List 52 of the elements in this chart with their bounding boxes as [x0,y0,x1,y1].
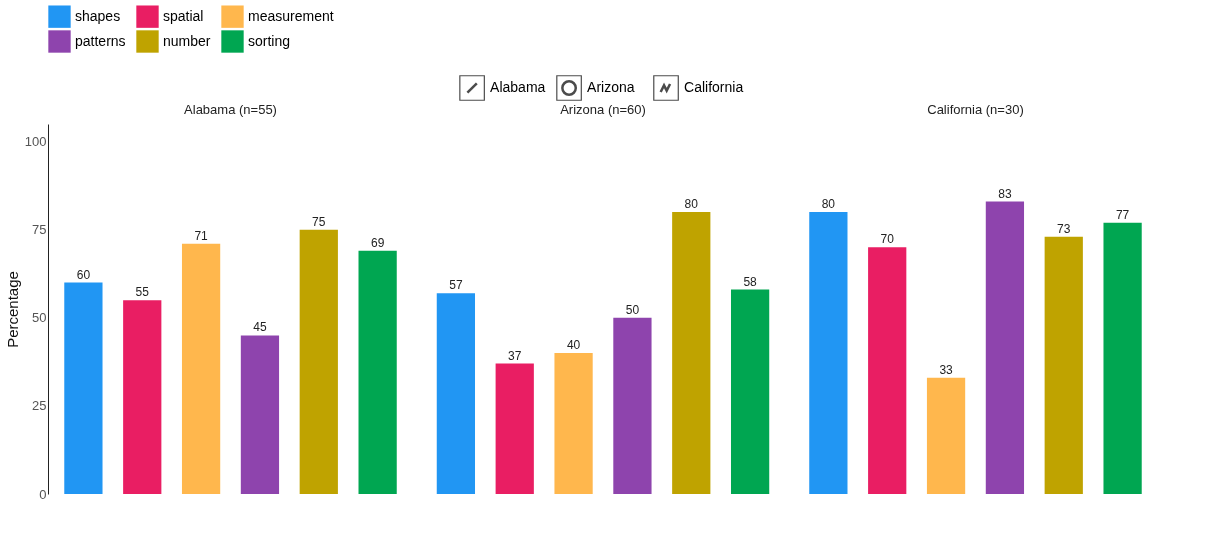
y-tick-label: 25 [32,398,47,414]
legend-label: shapes [75,7,121,24]
y-tick-label: 50 [32,310,47,326]
y-tick-label: 100 [24,134,47,150]
legend-label: patterns [75,32,126,49]
bar [926,377,966,494]
data-label: 37 [508,348,522,363]
data-label: 55 [135,285,150,300]
legend-label: spatial [163,7,204,24]
data-label: 80 [684,197,699,212]
bar [613,317,652,494]
x-tick-label: Alabama (n=55) [184,101,277,117]
bar [123,300,162,494]
data-label: 45 [253,320,267,335]
bar [299,229,338,494]
data-label: 70 [880,232,895,247]
data-label: 75 [312,214,326,229]
bar [495,363,534,494]
legend-label: measurement [248,7,334,24]
bar [1044,236,1083,494]
data-label: 71 [194,228,209,243]
y-tick-label: 75 [32,222,47,238]
x-tick-label: Arizona (n=60) [560,101,646,117]
text: California [684,79,744,95]
bar [730,289,770,494]
data-label: 83 [998,186,1012,201]
y-axis-title: Percentage [3,271,21,348]
bar [985,201,1025,494]
data-label: 60 [76,267,91,282]
data-label: 77 [1115,207,1130,222]
bar [868,247,907,494]
data-label: 73 [1057,221,1071,236]
y-tick-label: 0 [39,486,47,502]
bar [240,335,280,494]
bar [554,353,593,494]
bar [1103,222,1142,494]
data-label: 58 [743,274,758,289]
data-label: 69 [370,235,385,250]
x-tick-label: California (n=30) [927,101,1024,117]
data-label: 57 [449,278,463,293]
data-label: 50 [625,302,640,317]
bar [181,243,221,494]
bar [672,212,711,494]
data-label: 33 [939,362,954,377]
bar [809,212,848,494]
bar [64,282,103,494]
bar [436,293,476,494]
legend-label: number [163,32,211,49]
data-label: 80 [821,197,836,212]
bar [358,250,397,494]
data-label: 40 [566,338,581,353]
legend-label: sorting [248,32,291,49]
